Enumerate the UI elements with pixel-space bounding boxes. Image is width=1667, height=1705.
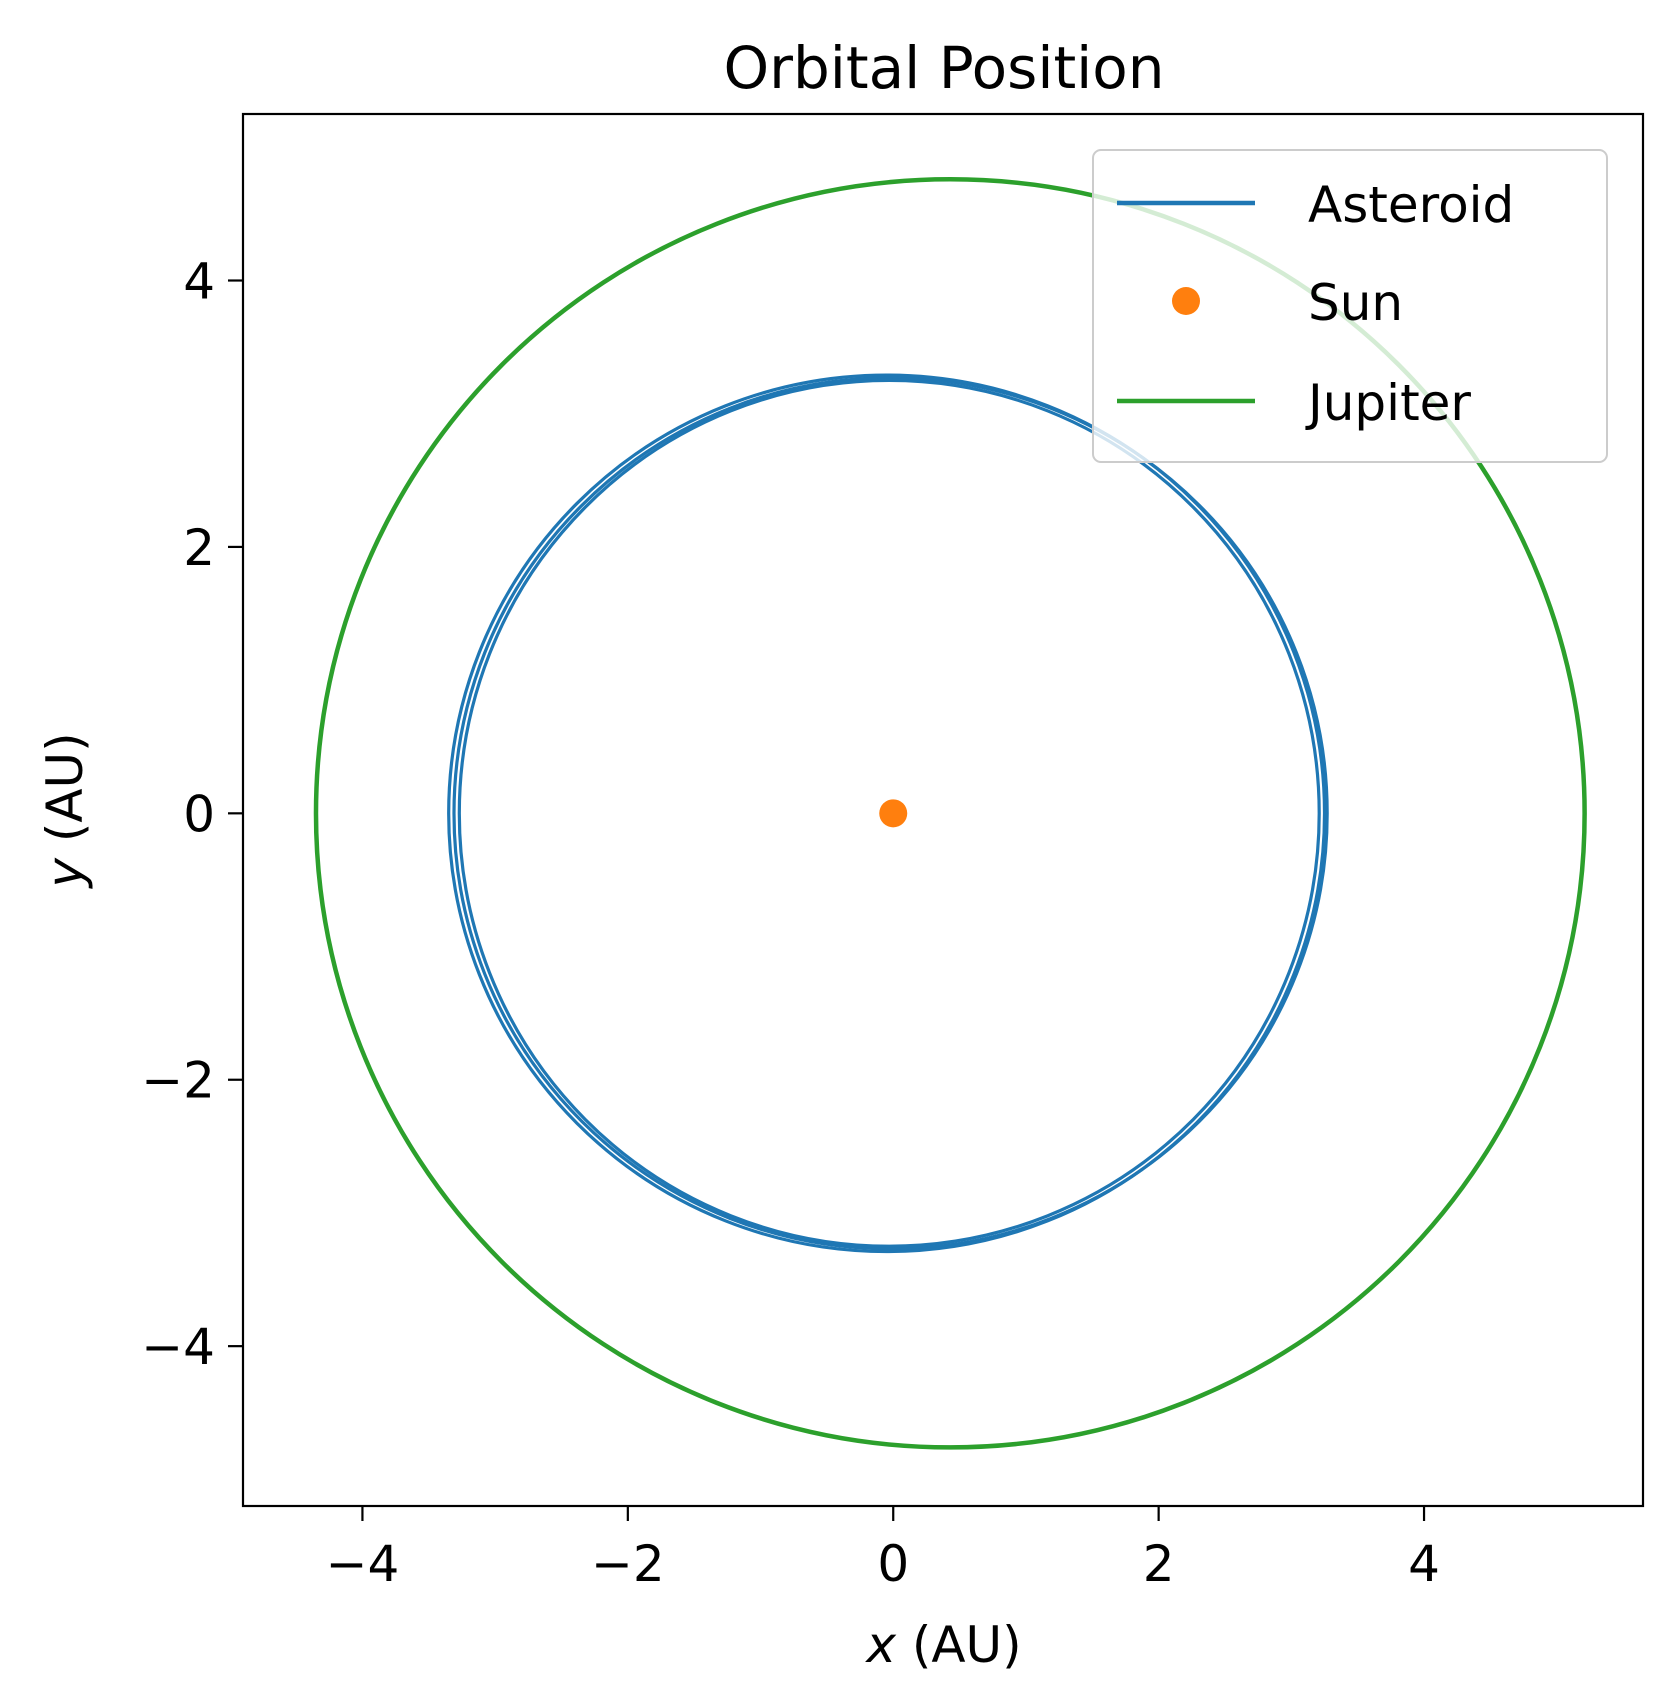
chart-title: Orbital Position xyxy=(723,34,1164,102)
sun-point-0 xyxy=(879,799,908,828)
asteroid-orbit-2 xyxy=(447,373,1327,1254)
asteroid-orbit-1 xyxy=(457,378,1321,1248)
x-axis: −4 −2 0 2 4 xyxy=(326,1506,1440,1593)
jupiter-orbit-0 xyxy=(313,177,1587,1450)
y-tick-label: 0 xyxy=(183,785,215,843)
legend-sun-marker xyxy=(1172,287,1200,315)
legend: Asteroid Sun Jupiter xyxy=(1092,149,1608,463)
legend-asteroid-label: Asteroid xyxy=(1308,176,1514,234)
x-tick-label: 4 xyxy=(1408,1535,1440,1593)
y-tick-label: 2 xyxy=(183,519,215,577)
y-tick-label: 4 xyxy=(183,253,215,311)
y-axis: −4 −2 0 2 4 xyxy=(141,253,243,1376)
x-axis-label: x (AU) xyxy=(864,1616,1021,1674)
x-tick-label: 0 xyxy=(877,1535,909,1593)
x-tick-label: −4 xyxy=(326,1535,400,1593)
y-tick-label: −4 xyxy=(141,1318,215,1376)
legend-sun-label: Sun xyxy=(1308,274,1403,332)
x-axis-label-variable: x xyxy=(864,1616,896,1674)
plot-frame xyxy=(241,112,1645,1508)
x-tick-label: 2 xyxy=(1143,1535,1175,1593)
legend-box xyxy=(1092,149,1608,463)
asteroid-orbit-0 xyxy=(452,376,1329,1251)
y-axis-label: y (AU) xyxy=(36,732,94,889)
y-axis-label-unit: (AU) xyxy=(36,732,94,858)
x-tick-label: −2 xyxy=(591,1535,665,1593)
legend-jupiter-label: Jupiter xyxy=(1305,374,1471,432)
x-axis-label-unit: (AU) xyxy=(896,1616,1022,1674)
y-axis-label-variable: y xyxy=(36,857,94,890)
y-tick-label: −2 xyxy=(141,1052,215,1110)
plot-area xyxy=(313,177,1587,1450)
